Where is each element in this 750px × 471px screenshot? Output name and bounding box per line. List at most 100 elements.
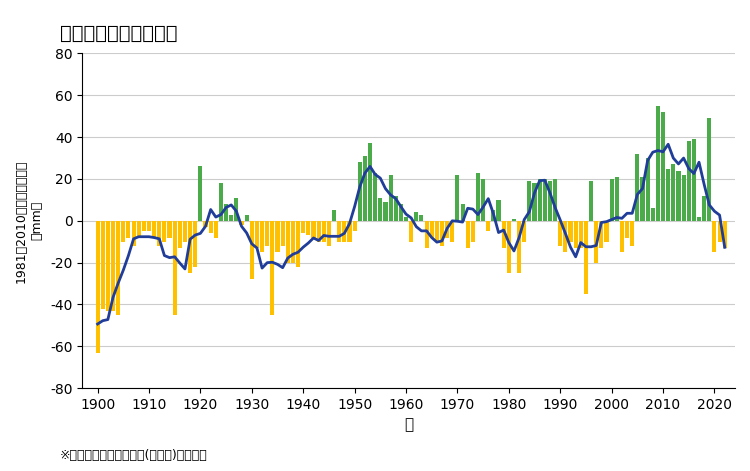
Bar <box>625 221 629 237</box>
Bar <box>296 221 300 267</box>
Bar <box>152 221 156 237</box>
Bar <box>414 212 419 221</box>
Bar <box>496 200 500 221</box>
Bar <box>363 156 367 221</box>
Bar <box>106 221 110 311</box>
Bar <box>697 217 701 221</box>
Bar <box>188 221 192 273</box>
Bar <box>476 173 480 221</box>
Bar <box>682 175 686 221</box>
Bar <box>172 221 177 315</box>
Bar <box>445 221 449 237</box>
Bar <box>158 221 161 246</box>
Bar <box>471 221 475 242</box>
Bar <box>430 221 433 237</box>
Bar <box>183 221 187 242</box>
Bar <box>687 141 691 221</box>
Bar <box>707 118 711 221</box>
Bar <box>615 177 619 221</box>
Bar <box>610 179 614 221</box>
Bar <box>126 221 130 237</box>
Bar <box>230 215 233 221</box>
Bar <box>147 221 151 231</box>
Bar <box>671 164 675 221</box>
Bar <box>100 221 105 309</box>
Bar <box>718 221 722 242</box>
Bar <box>198 166 202 221</box>
Bar <box>599 221 604 248</box>
Bar <box>275 221 280 252</box>
Bar <box>255 221 259 248</box>
Bar <box>466 221 470 248</box>
Bar <box>409 221 413 242</box>
Bar <box>635 154 640 221</box>
Bar <box>399 204 403 221</box>
Bar <box>286 221 290 263</box>
Bar <box>378 198 382 221</box>
Bar <box>712 221 716 252</box>
Bar <box>666 169 670 221</box>
Bar <box>260 221 264 252</box>
Bar <box>332 211 336 221</box>
Bar <box>234 198 238 221</box>
Bar <box>214 221 217 237</box>
Bar <box>291 221 295 263</box>
Bar <box>507 221 511 273</box>
Bar <box>368 144 372 221</box>
Bar <box>167 221 172 237</box>
Bar <box>209 221 213 233</box>
Bar <box>373 173 377 221</box>
Bar <box>95 221 100 353</box>
Bar <box>692 139 696 221</box>
Bar <box>460 204 464 221</box>
Bar <box>266 221 269 246</box>
Bar <box>435 221 439 242</box>
Bar <box>316 221 321 242</box>
Bar <box>486 221 490 231</box>
Bar <box>250 221 254 279</box>
Bar <box>116 221 120 315</box>
Bar <box>394 196 398 221</box>
Bar <box>676 171 680 221</box>
Bar <box>306 221 310 236</box>
Bar <box>194 221 197 267</box>
Bar <box>579 221 583 248</box>
Bar <box>404 217 408 221</box>
Bar <box>388 175 393 221</box>
Bar <box>538 179 542 221</box>
Bar <box>111 221 115 311</box>
Bar <box>574 221 578 248</box>
Bar <box>646 158 650 221</box>
Bar <box>322 221 326 242</box>
Bar <box>203 221 208 227</box>
Bar <box>239 221 244 225</box>
Bar <box>311 221 316 237</box>
Bar <box>640 177 644 221</box>
Bar <box>481 179 485 221</box>
Bar <box>280 221 285 246</box>
Bar <box>543 179 547 221</box>
X-axis label: 年: 年 <box>404 417 413 432</box>
Bar <box>347 221 352 242</box>
Bar <box>122 221 125 242</box>
Bar <box>702 196 706 221</box>
Bar <box>450 221 454 242</box>
Bar <box>136 221 141 237</box>
Bar <box>589 181 593 221</box>
Bar <box>327 221 331 246</box>
Bar <box>219 183 223 221</box>
Bar <box>584 221 588 294</box>
Bar <box>162 221 166 242</box>
Bar <box>131 221 136 246</box>
Bar <box>651 208 655 221</box>
Bar <box>558 221 562 246</box>
Bar <box>630 221 634 246</box>
Bar <box>383 202 388 221</box>
Bar <box>358 162 362 221</box>
Bar <box>604 221 608 242</box>
Bar <box>548 181 552 221</box>
Bar <box>512 219 516 221</box>
Bar <box>342 221 346 242</box>
Text: ※出典　世界の年降水量(気象庁)から作成: ※出典 世界の年降水量(気象庁)から作成 <box>60 448 208 462</box>
Bar <box>424 221 429 248</box>
